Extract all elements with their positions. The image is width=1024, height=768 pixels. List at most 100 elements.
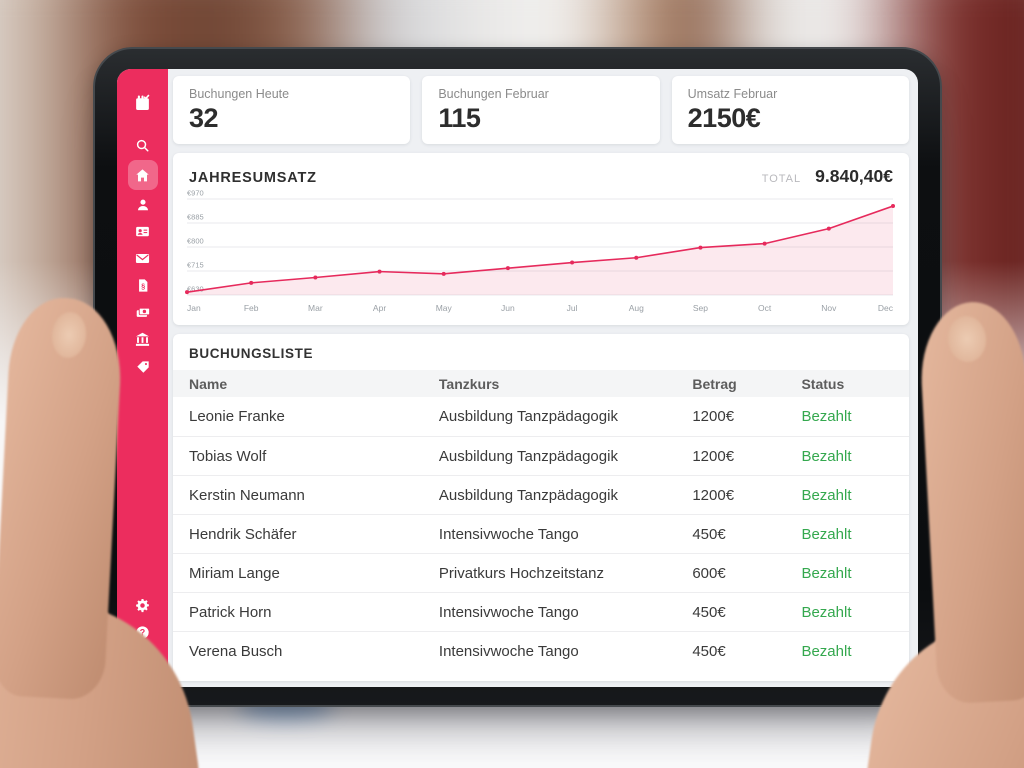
customer-icon xyxy=(137,199,148,210)
sidebar-item-tags[interactable] xyxy=(128,353,158,380)
stat-card-bookings-today[interactable]: Buchungen Heute 32 xyxy=(173,76,411,144)
cell-name: Verena Busch xyxy=(189,642,283,660)
table-row[interactable]: Leonie Franke Ausbildung Tanzpädagogik 120… xyxy=(173,397,909,436)
invoice-icon: § xyxy=(138,279,147,292)
payments-icon xyxy=(136,307,150,317)
svg-text:€630: €630 xyxy=(187,285,204,294)
chart-total: TOTAL 9.840,40€ xyxy=(762,166,893,187)
settings-icon xyxy=(136,598,149,613)
sidebar-item-settings[interactable] xyxy=(128,592,158,619)
cell-course: Ausbildung Tanzpädagogik xyxy=(438,486,618,504)
table-title: BUCHUNGSLISTE xyxy=(189,346,314,361)
sidebar-item-bank[interactable] xyxy=(128,326,158,353)
tablet-device: § xyxy=(93,47,942,707)
cell-course: Privatkurs Hochzeitstanz xyxy=(438,564,604,582)
svg-text:§: § xyxy=(141,283,145,290)
table-row[interactable]: Verena Busch Intensivwoche Tango 450€ Bezah… xyxy=(173,631,909,670)
sidebar: § xyxy=(117,69,168,687)
cell-status: Bezahlt xyxy=(801,486,852,504)
stat-label: Buchungen Februar xyxy=(438,87,549,101)
bank-icon xyxy=(135,332,150,346)
cell-name: Hendrik Schäfer xyxy=(189,525,297,543)
tag-icon xyxy=(136,360,149,373)
svg-text:Oct: Oct xyxy=(758,303,772,313)
sidebar-item-bookings[interactable] xyxy=(128,87,158,117)
svg-text:Aug: Aug xyxy=(629,303,644,313)
cell-amount: 450€ xyxy=(692,525,726,543)
stat-label: Umsatz Februar xyxy=(687,87,778,101)
stat-card-bookings-february[interactable]: Buchungen Februar 115 xyxy=(422,76,660,144)
svg-text:Feb: Feb xyxy=(244,303,259,313)
table-row[interactable]: Miriam Lange Privatkurs Hochzeitstanz 600€… xyxy=(173,553,909,592)
stat-label: Buchungen Heute xyxy=(189,87,290,101)
stat-value: 115 xyxy=(438,103,481,133)
revenue-chart: €970 €885 €800 €715 €630 Jan Feb Mar Apr May Jun Ju… xyxy=(185,189,895,313)
table-row[interactable]: Hendrik Schäfer Intensivwoche Tango 450€ Be… xyxy=(173,514,909,553)
table-row[interactable]: Tobias Wolf Ausbildung Tanzpädagogik 1200€… xyxy=(173,436,909,475)
cell-name: Kerstin Neumann xyxy=(189,486,305,504)
cell-status: Bezahlt xyxy=(801,525,852,543)
stat-value: 32 xyxy=(189,103,219,133)
cell-name: Tobias Wolf xyxy=(189,447,267,465)
cell-status: Bezahlt xyxy=(801,408,852,425)
total-value: 9.840,40€ xyxy=(815,166,893,186)
booking-table-body: Leonie Franke Ausbildung Tanzpädagogik 120… xyxy=(173,397,909,670)
table-row[interactable]: Kerstin Neumann Ausbildung Tanzpädagogik 1… xyxy=(173,475,909,514)
svg-text:?: ? xyxy=(140,628,145,638)
cell-course: Intensivwoche Tango xyxy=(438,603,579,621)
search-icon xyxy=(136,139,149,152)
cell-course: Ausbildung Tanzpädagogik xyxy=(438,408,618,425)
svg-text:Mar: Mar xyxy=(308,303,323,313)
sidebar-item-contacts[interactable] xyxy=(128,218,158,245)
mail-icon xyxy=(135,254,150,263)
svg-text:€715: €715 xyxy=(187,261,204,270)
svg-text:Jul: Jul xyxy=(567,303,578,313)
column-header-name[interactable]: Name xyxy=(189,375,228,392)
svg-text:€885: €885 xyxy=(187,213,204,222)
cell-status: Bezahlt xyxy=(801,447,852,465)
sidebar-item-customers[interactable] xyxy=(128,191,158,218)
cell-status: Bezahlt xyxy=(801,642,852,660)
cell-name: Patrick Horn xyxy=(189,603,272,621)
booking-table-header: Name Tanzkurs Betrag Status xyxy=(173,370,909,397)
sidebar-item-invoices[interactable]: § xyxy=(128,272,158,299)
stats-row: Buchungen Heute 32 Buchungen Februar 115… xyxy=(173,76,909,144)
column-header-betrag[interactable]: Betrag xyxy=(692,375,737,392)
total-label: TOTAL xyxy=(761,173,802,185)
cell-name: Leonie Franke xyxy=(189,408,285,425)
main-content: Buchungen Heute 32 Buchungen Februar 115… xyxy=(168,69,918,687)
sidebar-item-mail[interactable] xyxy=(128,245,158,272)
svg-text:Jun: Jun xyxy=(501,303,515,313)
cell-amount: 1200€ xyxy=(692,447,735,465)
sidebar-item-payments[interactable] xyxy=(128,299,158,326)
chart-header: JAHRESUMSATZ TOTAL 9.840,40€ xyxy=(173,153,909,187)
stat-card-revenue-february[interactable]: Umsatz Februar 2150€ xyxy=(671,76,909,144)
svg-text:€800: €800 xyxy=(187,237,204,246)
svg-text:Apr: Apr xyxy=(373,303,386,313)
column-header-tanzkurs[interactable]: Tanzkurs xyxy=(438,375,500,392)
svg-text:May: May xyxy=(436,303,453,313)
table-row[interactable]: Patrick Horn Intensivwoche Tango 450€ Bezah… xyxy=(173,592,909,631)
cell-course: Intensivwoche Tango xyxy=(438,525,579,543)
cell-course: Ausbildung Tanzpädagogik xyxy=(438,447,618,465)
sidebar-item-home[interactable] xyxy=(127,160,158,190)
chart-area: €970 €885 €800 €715 €630 Jan Feb Mar Apr May Jun Ju… xyxy=(173,187,909,322)
contacts-icon xyxy=(136,226,149,237)
sidebar-item-search[interactable] xyxy=(128,132,158,159)
column-header-status[interactable]: Status xyxy=(801,375,845,392)
cell-amount: 450€ xyxy=(692,642,726,660)
annual-revenue-card: JAHRESUMSATZ TOTAL 9.840,40€ €970 €885 €80… xyxy=(173,153,909,325)
home-icon xyxy=(136,168,149,181)
chart-title: JAHRESUMSATZ xyxy=(189,170,317,186)
booking-list-card: BUCHUNGSLISTE Name Tanzkurs Betrag Status L… xyxy=(173,334,909,681)
stat-value: 2150€ xyxy=(687,103,761,133)
cell-name: Miriam Lange xyxy=(189,564,280,582)
svg-text:Jan: Jan xyxy=(187,303,201,313)
cell-amount: 1200€ xyxy=(692,486,735,504)
svg-text:Sep: Sep xyxy=(693,303,708,313)
cell-amount: 450€ xyxy=(692,603,726,621)
cell-status: Bezahlt xyxy=(801,564,852,582)
cell-amount: 1200€ xyxy=(692,408,735,425)
bookings-icon xyxy=(136,94,150,110)
